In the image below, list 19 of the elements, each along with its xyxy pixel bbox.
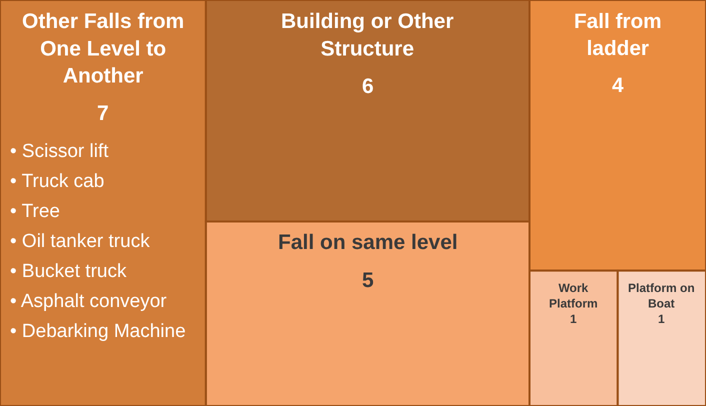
text: • Scissor lift	[10, 141, 110, 162]
category-label: Fall from ladder	[574, 10, 662, 60]
text: • Truck cab	[10, 171, 104, 192]
data-label: 4	[612, 74, 624, 97]
text: • Oil tanker truck	[10, 231, 150, 252]
category-label: Platform on Boat	[628, 281, 695, 311]
category-label: Work Platform	[549, 281, 598, 311]
data-label: 6	[362, 75, 374, 98]
data-label: 7	[97, 102, 109, 125]
category-label: Fall on same level	[278, 231, 458, 254]
text: • Asphalt conveyor	[10, 291, 168, 312]
category-label: Other Falls from One Level to Another	[22, 10, 184, 88]
text: • Tree	[10, 201, 60, 222]
text: • Debarking Machine	[10, 321, 186, 342]
data-label: 5	[362, 269, 374, 292]
data-label: 1	[658, 312, 665, 326]
category-label: Building or Other Structure	[281, 10, 454, 60]
data-label: 1	[570, 312, 577, 326]
text: • Bucket truck	[10, 261, 127, 282]
